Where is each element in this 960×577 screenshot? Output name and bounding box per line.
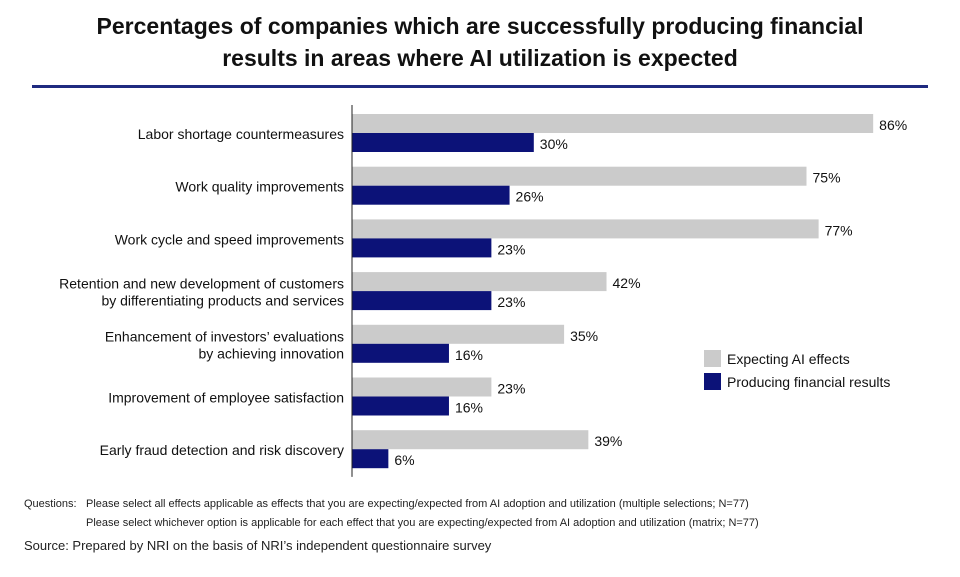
chart-title: Percentages of companies which are succe… [0, 10, 960, 74]
question-1: Please select all effects applicable as … [86, 498, 749, 510]
category-label: Work cycle and speed improvements [115, 231, 344, 247]
bar-producing-financial-results [352, 133, 534, 152]
bar-expecting-ai-effects [352, 430, 589, 450]
data-label: 6% [394, 452, 414, 468]
legend-label: Expecting AI effects [727, 351, 850, 367]
legend-label: Producing financial results [727, 374, 890, 390]
category-label: by achieving innovation [198, 345, 344, 361]
data-label: 16% [455, 400, 483, 416]
bars-layer: Labor shortage countermeasures 86% 30% Work… [59, 114, 907, 469]
bar-expecting-ai-effects [352, 114, 874, 133]
source-note: Source: Prepared by NRI on the basis of … [24, 538, 492, 553]
questions-label: Questions: [24, 498, 77, 510]
chart-title-line-1: Percentages of companies which are succe… [96, 13, 864, 39]
data-label: 86% [879, 117, 907, 133]
data-label: 75% [813, 170, 841, 186]
question-2: Please select whichever option is applic… [86, 517, 759, 529]
bar-producing-financial-results [352, 396, 449, 416]
category-label: Improvement of employee satisfaction [108, 390, 344, 406]
data-label: 23% [497, 294, 525, 310]
category-label: Labor shortage countermeasures [138, 126, 344, 142]
data-label: 23% [497, 241, 525, 257]
category-label: Work quality improvements [175, 179, 344, 195]
legend-swatch [704, 350, 721, 367]
bar-producing-financial-results [352, 291, 492, 311]
data-label: 42% [613, 275, 641, 291]
bar-expecting-ai-effects [352, 324, 565, 344]
legend: Expecting AI effects Producing financial … [704, 350, 890, 390]
category-label: by differentiating products and services [101, 293, 344, 309]
bar-producing-financial-results [352, 185, 510, 205]
bar-expecting-ai-effects [352, 377, 492, 397]
data-label: 26% [516, 189, 544, 205]
questions-notes: Questions: Please select all effects app… [24, 495, 759, 533]
bar-producing-financial-results [352, 343, 449, 363]
data-label: 39% [594, 433, 622, 449]
category-label: Retention and new development of custome… [59, 276, 344, 292]
bar-expecting-ai-effects [352, 219, 819, 239]
data-label: 77% [825, 222, 853, 238]
legend-swatch [704, 373, 721, 390]
title-divider [32, 85, 928, 88]
bar-producing-financial-results [352, 238, 492, 258]
data-label: 30% [540, 136, 568, 152]
chart-title-line-2: results in areas where AI utilization is… [222, 45, 738, 71]
bar-producing-financial-results [352, 449, 389, 469]
category-label: Early fraud detection and risk discovery [100, 442, 344, 458]
data-label: 16% [455, 347, 483, 363]
data-label: 35% [570, 328, 598, 344]
category-label: Enhancement of investors’ evaluations [105, 328, 344, 344]
bar-chart: Labor shortage countermeasures 86% 30% Work… [59, 105, 907, 477]
bar-expecting-ai-effects [352, 166, 807, 186]
data-label: 23% [497, 381, 525, 397]
bar-expecting-ai-effects [352, 272, 607, 292]
